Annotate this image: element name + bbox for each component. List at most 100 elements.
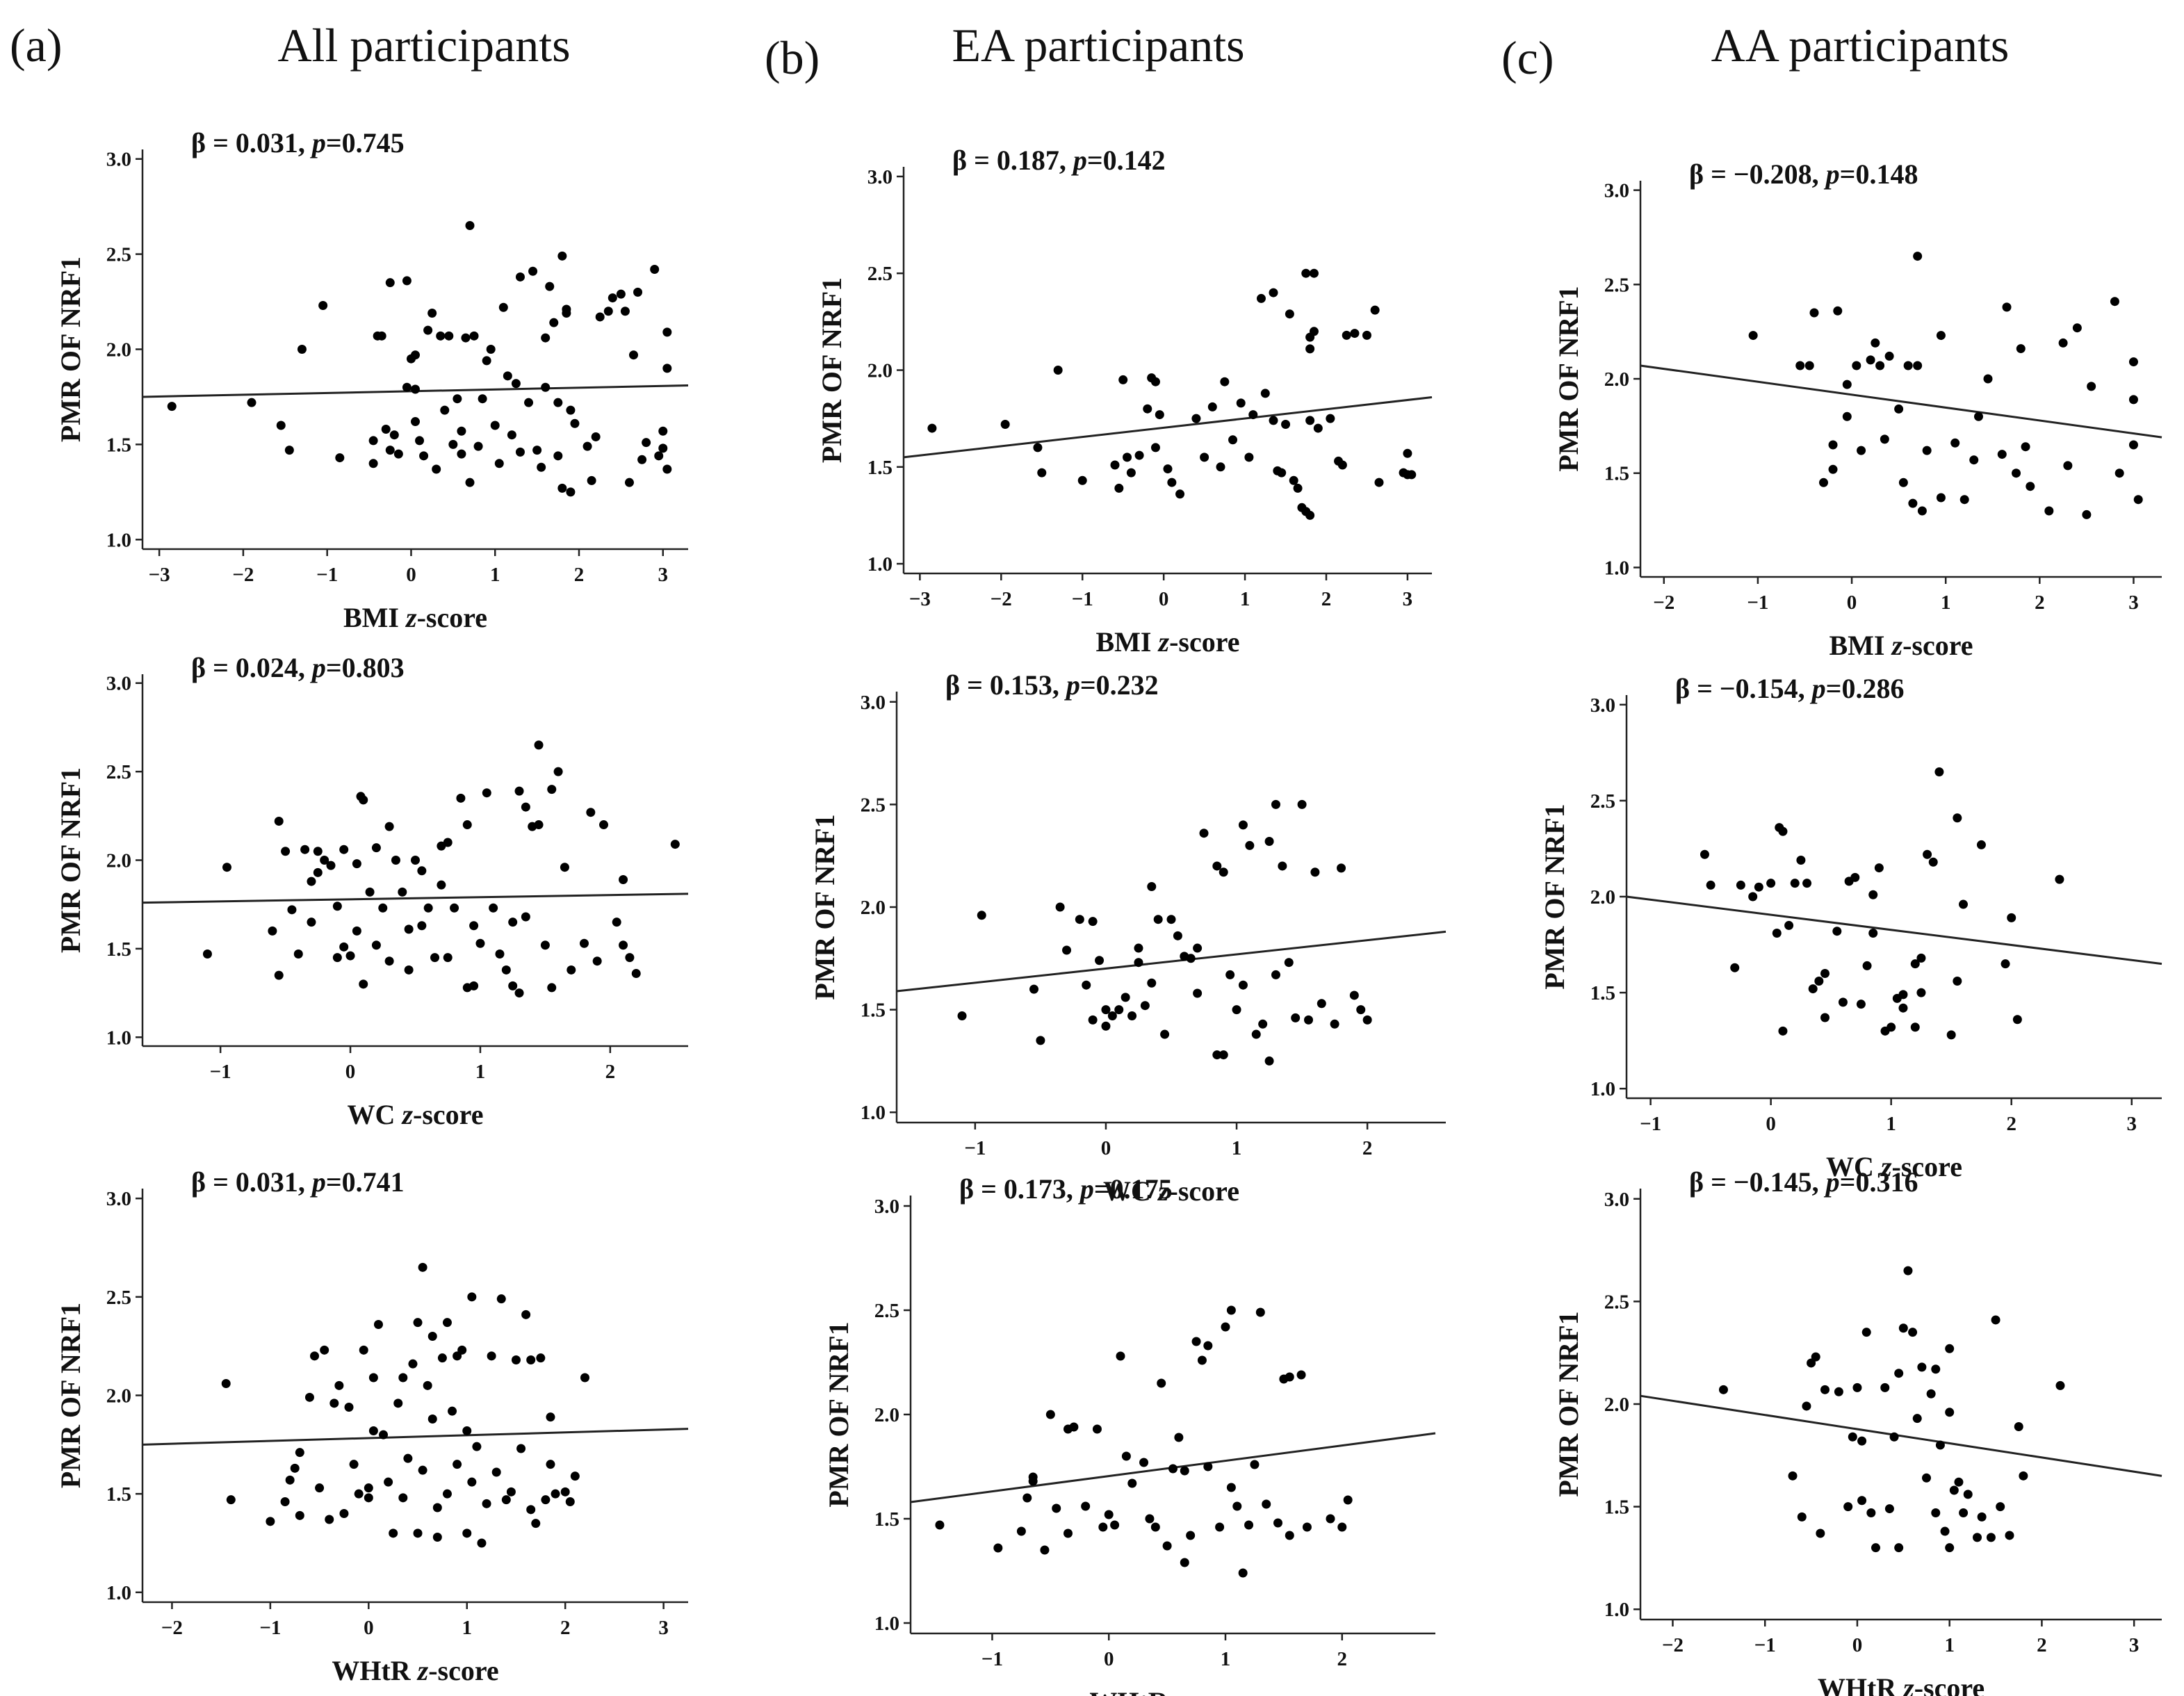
y-tick-label: 1.5 <box>1604 463 1629 485</box>
data-point <box>1134 450 1144 460</box>
data-point <box>1718 1385 1728 1394</box>
data-point <box>469 981 479 990</box>
data-point <box>427 1332 437 1341</box>
data-point <box>1186 1531 1196 1540</box>
data-point <box>408 1359 418 1369</box>
y-tick-label: 1.5 <box>874 1508 899 1531</box>
data-point <box>1811 1352 1820 1362</box>
y-axis-label: PMR OF NRF1 <box>816 277 847 463</box>
data-point <box>526 1505 536 1515</box>
data-point <box>1302 1522 1312 1532</box>
data-point <box>1284 958 1294 968</box>
data-point <box>1748 331 1758 341</box>
data-point <box>1134 958 1143 968</box>
data-point <box>498 302 508 312</box>
beta-p-annotation: β = 0.024, p=0.803 <box>191 652 405 683</box>
data-point <box>222 863 231 872</box>
data-point <box>1127 1011 1137 1020</box>
data-point <box>384 822 394 831</box>
y-tick-label: 3.0 <box>874 1196 899 1218</box>
data-point <box>582 441 592 451</box>
data-point <box>448 1406 457 1416</box>
data-point <box>1954 1477 1964 1487</box>
y-tick-label: 1.0 <box>1604 557 1629 579</box>
x-axis-label: WHtR z-score <box>1818 1672 1985 1696</box>
data-point <box>1842 411 1852 421</box>
data-point <box>2128 440 2138 450</box>
x-tick-label: 1 <box>1941 592 1951 614</box>
data-point <box>462 1426 472 1435</box>
data-point <box>1045 1410 1055 1419</box>
data-point <box>1238 1568 1248 1578</box>
data-point <box>1305 416 1315 425</box>
data-point <box>1289 475 1298 485</box>
data-point <box>1197 1355 1207 1365</box>
data-point <box>1310 867 1320 877</box>
data-point <box>285 1475 295 1485</box>
x-tick-label: 0 <box>1852 1634 1863 1656</box>
data-point <box>1193 988 1203 998</box>
x-tick-label: 1 <box>490 564 500 586</box>
data-point <box>1053 366 1063 375</box>
data-point <box>1356 1005 1366 1015</box>
data-point <box>1285 1372 1294 1382</box>
regression-line <box>1640 364 2162 439</box>
x-tick-label: −1 <box>210 1061 231 1083</box>
data-point <box>1807 1358 1816 1368</box>
data-point <box>1150 1522 1160 1532</box>
data-point <box>1778 826 1788 836</box>
data-point <box>475 938 485 948</box>
x-axis-label: WC z-score <box>1103 1175 1239 1207</box>
data-point <box>307 876 316 886</box>
data-point <box>1772 928 1782 938</box>
data-point <box>1040 1545 1050 1555</box>
data-point <box>993 1543 1003 1553</box>
data-point <box>654 451 664 461</box>
data-point <box>1342 330 1351 340</box>
data-point <box>1809 308 1819 318</box>
data-point <box>1766 879 1776 888</box>
data-point <box>507 430 516 440</box>
data-point <box>1238 980 1248 990</box>
data-point <box>423 325 433 335</box>
y-tick-label: 1.5 <box>106 434 131 456</box>
y-tick-label: 1.5 <box>106 938 131 961</box>
data-point <box>349 1460 359 1469</box>
data-point <box>586 808 596 817</box>
data-point <box>603 307 613 316</box>
data-point <box>1092 1424 1102 1434</box>
data-point <box>1820 968 1830 978</box>
data-point <box>495 949 505 959</box>
data-point <box>551 1489 560 1499</box>
data-point <box>977 911 986 920</box>
y-tick-label: 2.5 <box>106 761 131 783</box>
data-point <box>534 820 544 830</box>
data-point <box>1168 1464 1177 1474</box>
data-point <box>2012 468 2021 478</box>
data-point <box>591 432 601 441</box>
data-point <box>352 926 361 936</box>
data-point <box>1898 990 1908 1000</box>
data-point <box>1856 1000 1866 1009</box>
y-axis-label: PMR OF NRF1 <box>55 256 86 442</box>
data-point <box>1910 1022 1920 1032</box>
data-point <box>469 921 479 931</box>
data-point <box>570 418 580 428</box>
data-point <box>1795 361 1805 370</box>
data-point <box>1362 330 1371 340</box>
data-point <box>2012 1015 2022 1025</box>
data-point <box>404 924 414 934</box>
regression-line <box>896 930 1447 993</box>
y-tick-label: 2.0 <box>1604 1394 1629 1416</box>
data-point <box>1281 420 1291 429</box>
data-point <box>506 1487 516 1497</box>
beta-p-annotation: β = −0.145, p=0.316 <box>1689 1166 1918 1198</box>
data-point <box>580 1373 589 1383</box>
data-point <box>1819 478 1829 487</box>
data-point <box>501 1495 511 1505</box>
data-point <box>467 1292 477 1302</box>
data-point <box>2063 461 2073 471</box>
data-point <box>368 459 378 468</box>
data-point <box>536 1353 546 1363</box>
data-point <box>1820 1385 1829 1394</box>
